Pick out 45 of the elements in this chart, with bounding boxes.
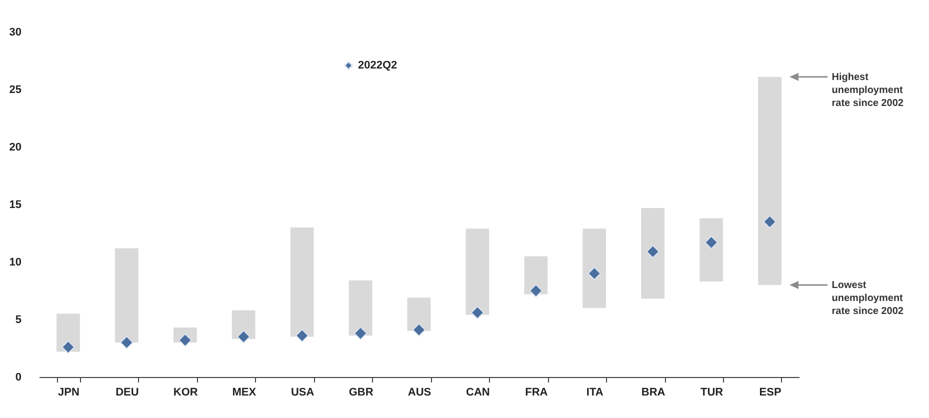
x-tick-label: MEX bbox=[232, 386, 257, 398]
point bbox=[295, 328, 309, 342]
x-tick-label: KOR bbox=[173, 386, 198, 398]
bar bbox=[524, 256, 548, 294]
x-tick-label: GBR bbox=[348, 386, 374, 398]
y-tick-label: 25 bbox=[9, 84, 22, 96]
point bbox=[354, 326, 368, 340]
text: Lowest unemployment rate since 2002 bbox=[832, 280, 904, 317]
point bbox=[704, 236, 718, 250]
y-tick-label: 30 bbox=[9, 26, 22, 38]
x-tick-label: BRA bbox=[641, 386, 666, 398]
bar bbox=[407, 298, 431, 331]
point bbox=[588, 266, 602, 280]
x-tick-label: ESP bbox=[759, 386, 782, 398]
bar bbox=[582, 228, 606, 308]
x-tick-label: ITA bbox=[586, 386, 604, 398]
text: Highest unemployment rate since 2002 bbox=[832, 72, 904, 109]
point bbox=[763, 215, 776, 228]
point bbox=[412, 323, 426, 336]
point bbox=[529, 284, 543, 298]
legend-label: 2022Q2 bbox=[358, 60, 398, 72]
point bbox=[470, 306, 484, 320]
bar bbox=[348, 280, 372, 336]
point bbox=[62, 340, 75, 354]
bar bbox=[758, 76, 782, 285]
y-tick-label: 0 bbox=[15, 372, 22, 384]
bar bbox=[641, 208, 665, 299]
x-tick-label: AUS bbox=[408, 386, 432, 398]
x-tick-label: USA bbox=[290, 386, 314, 398]
y-tick-label: 15 bbox=[9, 199, 22, 211]
y-tick-label: 20 bbox=[9, 142, 22, 154]
point bbox=[646, 245, 660, 258]
x-tick-label: JPN bbox=[58, 386, 80, 398]
bar bbox=[290, 228, 314, 337]
bar bbox=[466, 228, 490, 315]
point bbox=[120, 336, 134, 350]
x-tick-label: CAN bbox=[466, 386, 490, 398]
bar bbox=[700, 218, 723, 282]
y-tick-label: 5 bbox=[15, 314, 22, 326]
bar bbox=[115, 248, 138, 342]
point bbox=[236, 330, 250, 344]
x-tick-label: TUR bbox=[700, 386, 724, 398]
x-tick-label: FRA bbox=[525, 386, 548, 398]
y-tick-label: 10 bbox=[9, 256, 22, 268]
x-tick-label: DEU bbox=[116, 386, 139, 398]
